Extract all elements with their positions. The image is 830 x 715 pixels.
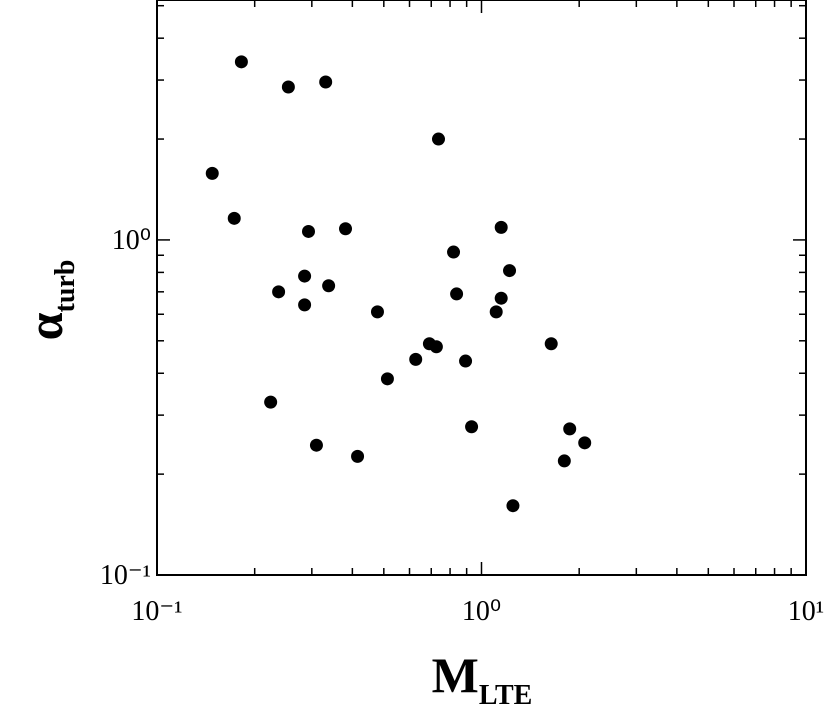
point xyxy=(272,285,286,299)
point xyxy=(234,55,248,69)
x-tick-label: 10¹ xyxy=(788,596,824,627)
point xyxy=(205,166,219,180)
y-axis-label: αturb xyxy=(17,260,81,341)
point xyxy=(447,245,461,259)
point xyxy=(506,499,520,513)
point xyxy=(264,395,278,409)
point xyxy=(563,422,577,436)
point xyxy=(339,222,353,236)
point xyxy=(281,80,295,94)
point xyxy=(544,337,558,351)
point xyxy=(227,211,241,225)
point xyxy=(450,287,464,301)
point xyxy=(298,298,312,312)
x-label-main: M xyxy=(432,647,479,703)
point xyxy=(319,75,333,89)
point xyxy=(380,372,394,386)
x-axis-label: MLTE xyxy=(432,647,533,711)
point xyxy=(370,305,384,319)
y-label-sub: turb xyxy=(50,260,81,313)
y-tick-label: 10⁻¹ xyxy=(100,560,151,591)
plot-frame xyxy=(156,0,807,576)
x-tick-label: 10⁰ xyxy=(462,596,501,627)
point xyxy=(351,449,365,463)
point xyxy=(309,438,323,452)
point xyxy=(503,264,517,278)
point xyxy=(494,291,508,305)
point xyxy=(409,352,423,366)
point xyxy=(465,420,479,434)
point xyxy=(494,220,508,234)
x-tick-label: 10⁻¹ xyxy=(131,596,182,627)
point xyxy=(301,224,315,238)
point xyxy=(429,340,443,354)
point xyxy=(557,454,571,468)
point xyxy=(431,132,445,146)
point xyxy=(322,279,336,293)
y-label-main: α xyxy=(17,312,73,340)
point xyxy=(459,354,473,368)
x-label-sub: LTE xyxy=(479,680,532,711)
point xyxy=(298,269,312,283)
point xyxy=(578,436,592,450)
point xyxy=(489,305,503,319)
y-tick-label: 10⁰ xyxy=(112,225,151,256)
